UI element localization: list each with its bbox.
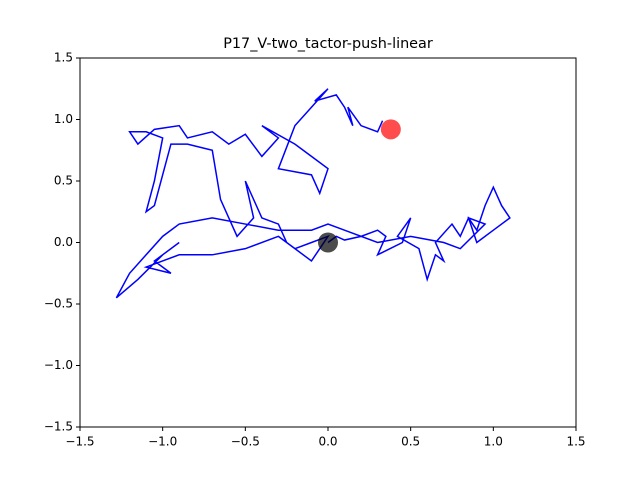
x-tick-label: −1.5 <box>65 435 94 449</box>
y-tick-label: 1.5 <box>54 51 73 65</box>
x-tick-label: 1.5 <box>566 435 585 449</box>
x-tick-label: 0.0 <box>318 435 337 449</box>
position-marker <box>318 232 338 253</box>
y-tick-label: 1.0 <box>54 112 73 126</box>
position-marker <box>380 119 401 140</box>
x-tick-label: 1.0 <box>484 435 503 449</box>
x-tick-label: −1.0 <box>148 435 177 449</box>
x-tick-label: −0.5 <box>231 435 260 449</box>
trajectory-line <box>115 88 511 299</box>
y-tick-label: 0.5 <box>54 174 73 188</box>
y-tick-label: 0.0 <box>54 235 73 249</box>
chart-title: P17_V-two_tactor-push-linear <box>223 36 433 52</box>
plot-frame <box>79 57 577 428</box>
y-tick-label: −0.5 <box>44 297 73 311</box>
y-tick-label: −1.5 <box>44 420 73 434</box>
y-tick-label: −1.0 <box>44 358 73 372</box>
x-tick-label: 0.5 <box>401 435 420 449</box>
